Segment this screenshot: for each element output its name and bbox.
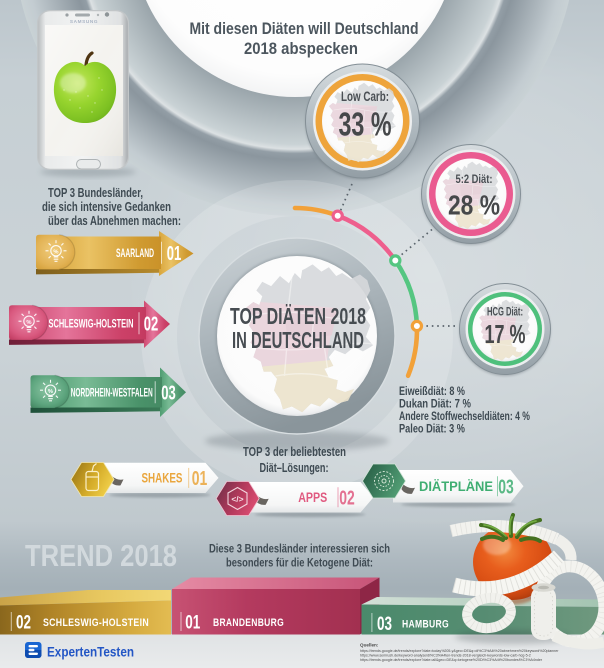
svg-text:https://trends.google.de/trend: https://trends.google.de/trends/explore?… [360,658,543,662]
svg-text:APPS: APPS [298,490,327,505]
svg-text:HAMBURG: HAMBURG [402,619,449,631]
svg-text:SAARLAND: SAARLAND [116,248,154,260]
svg-text:TOP DIÄTEN 2018: TOP DIÄTEN 2018 [230,303,366,329]
svg-text:https://trends.google.de/trend: https://trends.google.de/trends/explore?… [360,649,559,653]
svg-text:%: % [53,249,58,255]
svg-text:TOP 3 der beliebtesten: TOP 3 der beliebtesten [243,445,346,459]
svg-text:%: % [48,389,53,395]
svg-text:01: 01 [185,613,200,634]
svg-text:SCHLESWIG-HOLSTEIN: SCHLESWIG-HOLSTEIN [49,318,134,330]
svg-text:Quellen:: Quellen: [360,643,379,648]
svg-text:5:2 Diät:: 5:2 Diät: [456,172,493,186]
svg-text:01: 01 [192,468,208,490]
svg-text:DIÄTPLÄNE: DIÄTPLÄNE [419,479,493,494]
svg-text:Andere Stoffwechseldiäten: 4 %: Andere Stoffwechseldiäten: 4 % [399,411,530,423]
svg-text:Dukan Diät: 7 %: Dukan Diät: 7 % [399,399,471,411]
svg-text:https://www.semrush.de/keyword: https://www.semrush.de/keyword-analyse/d… [360,654,531,658]
svg-text:Diät–Lösungen:: Diät–Lösungen: [260,461,329,475]
svg-text:03: 03 [161,381,176,404]
svg-text:Paleo Diät: 3 %: Paleo Diät: 3 % [399,424,465,436]
svg-text:SAMSUNG: SAMSUNG [70,19,98,24]
svg-text:02: 02 [339,487,355,509]
svg-text:ExpertenTesten: ExpertenTesten [47,645,134,661]
svg-text:BRANDENBURG: BRANDENBURG [213,617,284,629]
svg-text:die sich intensive Gedanken: die sich intensive Gedanken [42,200,171,214]
svg-text:Diese 3 Bundesländer interessi: Diese 3 Bundesländer interessieren sich [209,542,390,556]
svg-text:Low Carb:: Low Carb: [341,89,389,104]
svg-text:33 %: 33 % [339,106,392,143]
svg-text:SHAKES: SHAKES [142,470,183,485]
svg-text:</>: </> [231,494,243,504]
svg-text:über das Abnehmen machen:: über das Abnehmen machen: [48,214,181,228]
svg-text:17 %: 17 % [485,319,526,349]
svg-text:%: % [26,320,31,326]
svg-text:03: 03 [498,476,514,498]
svg-text:besonders für die Ketogene Diä: besonders für die Ketogene Diät: [226,556,373,570]
svg-text:TOP 3 Bundesländer,: TOP 3 Bundesländer, [48,186,143,200]
svg-text:IN DEUTSCHLAND: IN DEUTSCHLAND [232,327,364,353]
svg-text:Eiweißdiät: 8 %: Eiweißdiät: 8 % [399,386,465,398]
svg-text:HCG Diät:: HCG Diät: [487,307,523,319]
svg-text:03: 03 [377,614,392,635]
svg-text:2018 abspecken: 2018 abspecken [244,40,358,58]
svg-text:28 %: 28 % [448,189,500,220]
svg-text:Mit diesen Diäten will Deutsch: Mit diesen Diäten will Deutschland [190,20,419,38]
svg-text:TREND 2018: TREND 2018 [25,538,177,573]
svg-text:01: 01 [167,242,182,265]
svg-text:02: 02 [16,613,31,634]
svg-text:02: 02 [144,312,159,335]
svg-text:NORDRHEIN-WESTFALEN: NORDRHEIN-WESTFALEN [71,387,153,399]
svg-text:SCHLESWIG-HOLSTEIN: SCHLESWIG-HOLSTEIN [43,617,149,629]
